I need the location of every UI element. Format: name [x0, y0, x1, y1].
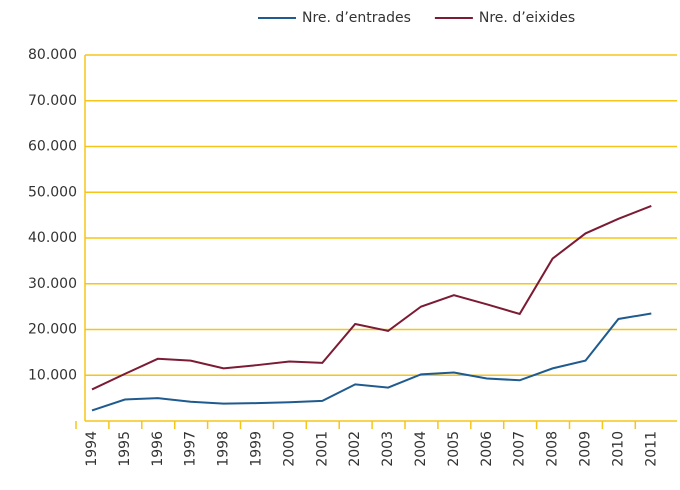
x-tick-label: 2008 — [545, 431, 561, 467]
x-tick-label: 2004 — [413, 431, 429, 467]
y-tick-label: 10.000 — [28, 367, 77, 383]
x-tick-label: 2006 — [479, 431, 495, 467]
x-tick-label: 2007 — [512, 431, 528, 467]
x-tick-label: 2011 — [643, 431, 659, 467]
legend-label: Nre. d’entrades — [302, 10, 411, 26]
series-line — [91, 205, 652, 391]
x-tick-label: 1998 — [216, 431, 232, 467]
x-tick-label: 2009 — [578, 431, 594, 467]
x-tick-label: 1995 — [117, 431, 133, 467]
x-tick-label: 2003 — [380, 431, 396, 467]
y-tick-label: 60.000 — [28, 139, 77, 155]
y-tick-label: 30.000 — [28, 276, 77, 292]
x-tick-label: 2000 — [281, 431, 297, 467]
series-line — [91, 312, 652, 412]
x-tick-label: 1999 — [249, 431, 265, 467]
x-tick-label: 2002 — [347, 431, 363, 467]
y-tick-label: 50.000 — [28, 184, 77, 200]
y-tick-label: 20.000 — [28, 322, 77, 338]
y-tick-label: 70.000 — [28, 93, 77, 109]
legend-label: Nre. d’eixides — [479, 10, 575, 26]
y-tick-label: 40.000 — [28, 230, 77, 246]
x-tick-label: 1997 — [183, 431, 199, 467]
x-tick-label: 2005 — [446, 431, 462, 467]
x-tick-label: 2001 — [314, 431, 330, 467]
y-tick-label: 80.000 — [28, 47, 77, 63]
x-tick-label: 1994 — [84, 431, 100, 467]
x-tick-label: 1996 — [150, 431, 166, 467]
x-tick-label: 2010 — [610, 431, 626, 467]
